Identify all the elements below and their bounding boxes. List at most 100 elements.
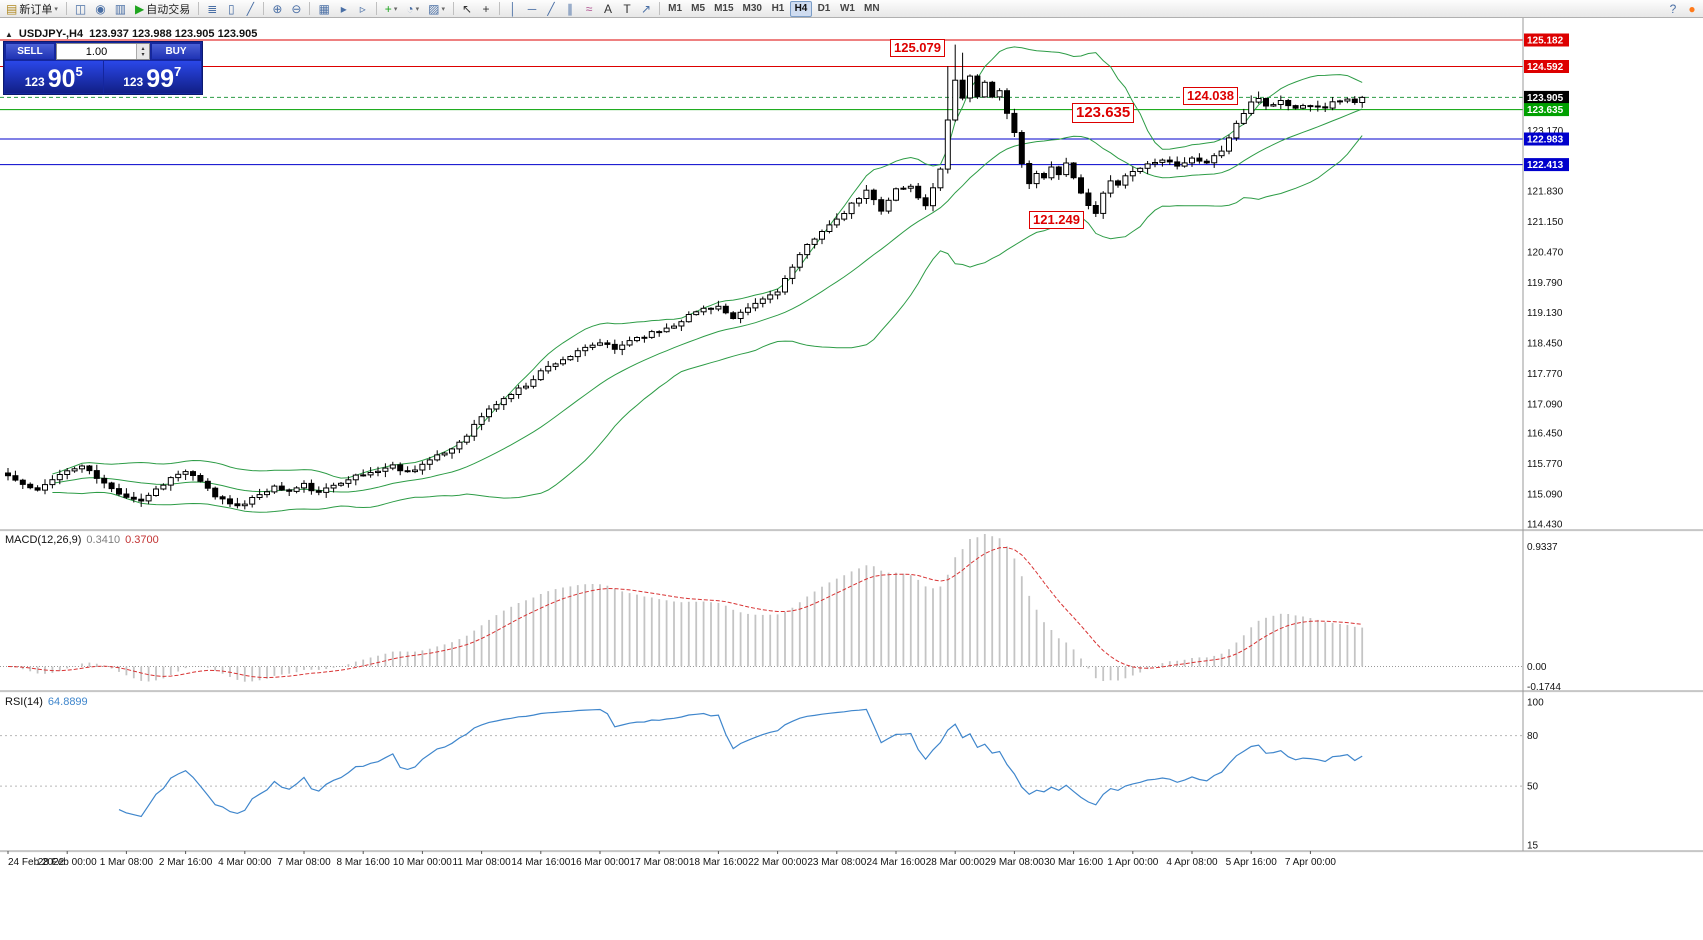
line-chart-icon: ╱ [246,1,254,16]
pane-dividers [0,18,1703,853]
bars-chart-icon: ≣ [207,1,218,16]
buy-price-display[interactable]: 123 99 7 [103,61,201,93]
svg-text:50: 50 [1527,782,1539,793]
timeframe-h1-button[interactable]: H1 [771,3,785,14]
timeframe-h4-button[interactable]: H4 [789,0,812,17]
horizontal-line-button[interactable]: ─ [523,1,541,17]
sell-price-int: 123 [24,75,45,89]
templates-icon: ▨ [428,1,440,16]
spin-down-icon[interactable]: ▾ [141,51,145,58]
svg-text:29 Mar 08:00: 29 Mar 08:00 [985,857,1044,868]
svg-text:24 Feb 2022: 24 Feb 2022 [8,857,65,868]
price-annotation[interactable]: 125.079 [890,39,945,57]
zoom-out-icon: ⊖ [291,1,302,16]
svg-text:124.592: 124.592 [1527,62,1564,73]
macd-pane-label: MACD(12,26,9) 0.3410 0.3700 [5,534,159,546]
caret-down-icon: ▾ [393,5,398,13]
svg-text:1 Mar 08:00: 1 Mar 08:00 [100,857,154,868]
spin-up-icon[interactable]: ▴ [141,45,145,52]
toolbar-separator [659,2,661,15]
timeframe-m15-button[interactable]: M15 [714,3,734,14]
price-annotation[interactable]: 121.249 [1029,211,1084,229]
svg-text:11 Mar 08:00: 11 Mar 08:00 [453,857,512,868]
svg-text:80: 80 [1527,731,1539,742]
toolbar-separator [309,2,311,15]
chart-quote-line: ▲ USDJPY-,H4 123.937 123.988 123.905 123… [5,28,257,40]
periods-icon: ◔ [406,1,414,16]
svg-text:18 Mar 16:00: 18 Mar 16:00 [689,857,748,868]
horizontal-level-lines[interactable] [0,39,1523,166]
cursor-button[interactable]: ↖ [458,1,476,17]
collapse-quote-icon[interactable]: ▲ [5,29,13,39]
timeframe-mn-button[interactable]: MN [863,3,880,14]
fibonacci-button[interactable]: ≈ [580,1,598,17]
rsi-indicator [0,708,1523,818]
price-annotation[interactable]: 124.038 [1183,87,1238,105]
help-button[interactable]: ? [1664,1,1682,17]
add-indicator-button[interactable]: + ▾ [381,1,402,17]
svg-text:119.130: 119.130 [1527,308,1563,319]
trendline-icon: ╱ [547,1,555,16]
price-annotation[interactable]: 123.635 [1072,103,1135,123]
timeframe-d1-button[interactable]: D1 [817,3,831,14]
auto-scroll-button[interactable]: ▸ [335,1,353,17]
caret-down-icon: ▾ [415,5,420,13]
chart-shift-button[interactable]: ▹ [354,1,372,17]
alerts-button[interactable]: ◉ [91,1,109,17]
toolbar-separator [263,2,265,15]
toolbar-separator [499,2,501,15]
market-depth-button[interactable]: ◫ [71,1,90,17]
volume-input[interactable] [57,44,136,59]
bars-chart-button[interactable]: ≣ [203,1,221,17]
zoom-out-button[interactable]: ⊖ [287,1,305,17]
volume-spin-buttons[interactable]: ▴ ▾ [136,44,149,59]
text-button[interactable]: A [599,1,617,17]
macd-label: MACD(12,26,9) [5,534,82,546]
tile-windows-button[interactable]: ▦ [314,1,333,17]
sell-price-display[interactable]: 123 90 5 [5,61,103,93]
text-label-button[interactable]: T [618,1,636,17]
trendline-button[interactable]: ╱ [542,1,560,17]
sell-button[interactable]: SELL [5,43,55,60]
templates-button[interactable]: ▨ ▾ [424,1,449,17]
vertical-line-button[interactable]: │ [504,1,522,17]
rsi-label: RSI(14) [5,696,43,708]
svg-text:125.182: 125.182 [1527,35,1564,46]
zoom-in-button[interactable]: ⊕ [268,1,286,17]
line-chart-button[interactable]: ╱ [241,1,259,17]
candles-chart-button[interactable]: ▯ [222,1,240,17]
svg-text:117.770: 117.770 [1527,369,1563,380]
chart-canvas[interactable]: 123.170 121.830 121.150 120.470 119.790 119.1… [0,18,1703,940]
toolbar: ▤ 新订单 ▾ ◫ ◉ ▥ ▶ 自动交易 ≣ ▯ ╱ ⊕ ⊖ ▦ ▸ ▹ + ▾ ◔ ▾ ▨ ▾ ↖ + │ ─ ╱ ∥ ≈ A T ↗ M1 M… [0,0,1703,18]
connection-status-icon[interactable]: ● [1683,1,1701,17]
connection-status-icon-icon: ● [1688,1,1696,16]
arrows-icon: ↗ [641,1,652,16]
timeframe-m1-button[interactable]: M1 [668,3,683,14]
buy-button[interactable]: BUY [151,43,201,60]
timeframe-m30-button[interactable]: M30 [742,3,762,14]
periods-button[interactable]: ◔ ▾ [402,1,423,17]
horizontal-line-icon: ─ [527,1,537,16]
crosshair-button[interactable]: + [477,1,495,17]
arrows-button[interactable]: ↗ [637,1,655,17]
new-order-icon: ▤ [6,1,18,16]
toolbar-separator [375,2,377,15]
market-depth-icon: ◫ [74,1,87,16]
price-scale[interactable]: 123.170 121.830 121.150 120.470 119.790 119.1… [1524,33,1569,852]
ohlc-values: 123.937 123.988 123.905 123.905 [89,28,258,40]
autotrading-button-label: 自动交易 [146,3,191,16]
autotrading-button[interactable]: ▶ 自动交易 [131,1,194,17]
new-order-button[interactable]: ▤ 新订单 ▾ [2,1,62,17]
timeframe-w1-button[interactable]: W1 [839,3,855,14]
svg-text:14 Mar 16:00: 14 Mar 16:00 [511,857,570,868]
svg-text:15: 15 [1527,841,1539,852]
tile-windows-icon: ▦ [318,1,330,16]
rsi-pane-label: RSI(14) 64.8899 [5,696,88,708]
svg-text:7 Apr 00:00: 7 Apr 00:00 [1285,857,1337,868]
timeframe-m5-button[interactable]: M5 [691,3,706,14]
svg-text:0.9337: 0.9337 [1527,542,1558,553]
svg-text:123.635: 123.635 [1527,105,1564,116]
news-button[interactable]: ▥ [111,1,130,17]
equidistant-channel-button[interactable]: ∥ [561,1,579,17]
